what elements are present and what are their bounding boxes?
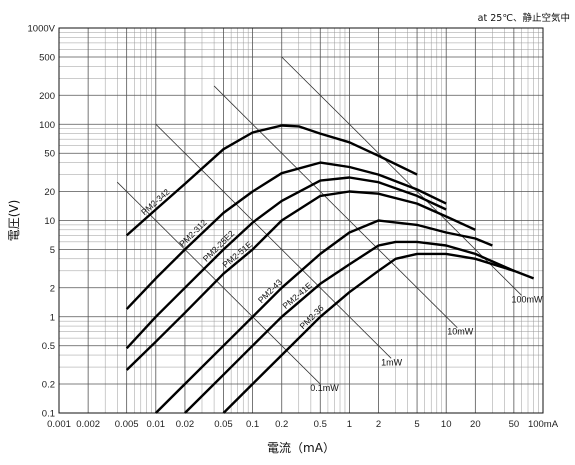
series-curve <box>125 176 447 350</box>
x-tick-label: 0.02 <box>176 419 195 430</box>
x-tick-label: 100mA <box>528 419 559 430</box>
y-tick-label: 20 <box>44 187 55 198</box>
power-line-label: 10mW <box>447 327 474 337</box>
power-line-labels: 0.1mW 1mW 10mW 100mW <box>310 294 543 393</box>
x-tick-label: 20 <box>470 419 481 430</box>
x-tick-label: 0.01 <box>147 419 166 430</box>
power-line <box>213 85 458 328</box>
y-tick-label: 1000V <box>28 24 56 35</box>
x-tick-label: 0.005 <box>115 419 139 430</box>
y-tick-label: 10 <box>44 216 55 227</box>
y-tick-label: 50 <box>44 149 55 160</box>
y-tick-label: 0.5 <box>42 341 55 352</box>
series-curve <box>222 252 535 414</box>
x-tick-labels: 0.001 0.002 0.005 0.01 0.02 0.05 0.1 0.2 0.5 1 2 5 1… <box>47 419 559 430</box>
series-curve <box>125 161 447 310</box>
series-curve <box>125 190 476 371</box>
x-tick-label: 5 <box>414 419 419 430</box>
power-line-label: 100mW <box>512 294 544 304</box>
x-tick-label: 2 <box>376 419 381 430</box>
y-axis-title: 電圧(V) <box>7 200 21 242</box>
x-axis-title: 電流（mA） <box>267 441 335 455</box>
series-curve <box>125 124 418 237</box>
y-tick-label: 200 <box>39 91 55 102</box>
power-line-label: 0.1mW <box>310 383 339 393</box>
y-tick-label: 0.2 <box>42 380 55 391</box>
series-curve <box>184 240 515 414</box>
condition-annotation: at 25℃、静止空気中 <box>478 12 570 24</box>
y-tick-label: 5 <box>50 245 55 256</box>
y-tick-label: 500 <box>39 52 55 63</box>
x-tick-label: 0.2 <box>275 419 288 430</box>
x-tick-label: 0.5 <box>314 419 327 430</box>
x-tick-label: 0.001 <box>47 419 71 430</box>
x-tick-label: 10 <box>441 419 452 430</box>
x-tick-label: 1 <box>347 419 352 430</box>
major-gridlines <box>58 28 543 414</box>
x-tick-label: 0.002 <box>76 419 100 430</box>
y-tick-label: 2 <box>50 283 55 294</box>
y-tick-label: 100 <box>39 120 55 131</box>
y-tick-label: 1 <box>50 312 55 323</box>
x-tick-label: 0.1 <box>246 419 259 430</box>
curve-label: PM2-312 <box>177 217 209 249</box>
x-tick-label: 50 <box>509 419 520 430</box>
power-line <box>155 123 392 359</box>
power-line-label: 1mW <box>381 357 403 367</box>
y-tick-label: 0.1 <box>42 409 55 420</box>
x-tick-label: 0.05 <box>214 419 233 430</box>
y-tick-labels: 0.1 0.2 0.5 1 2 5 10 20 50 100 200 500 1000V <box>28 24 56 420</box>
plot-frame <box>58 27 544 414</box>
series-curves <box>125 124 535 414</box>
series-curve <box>154 219 493 414</box>
